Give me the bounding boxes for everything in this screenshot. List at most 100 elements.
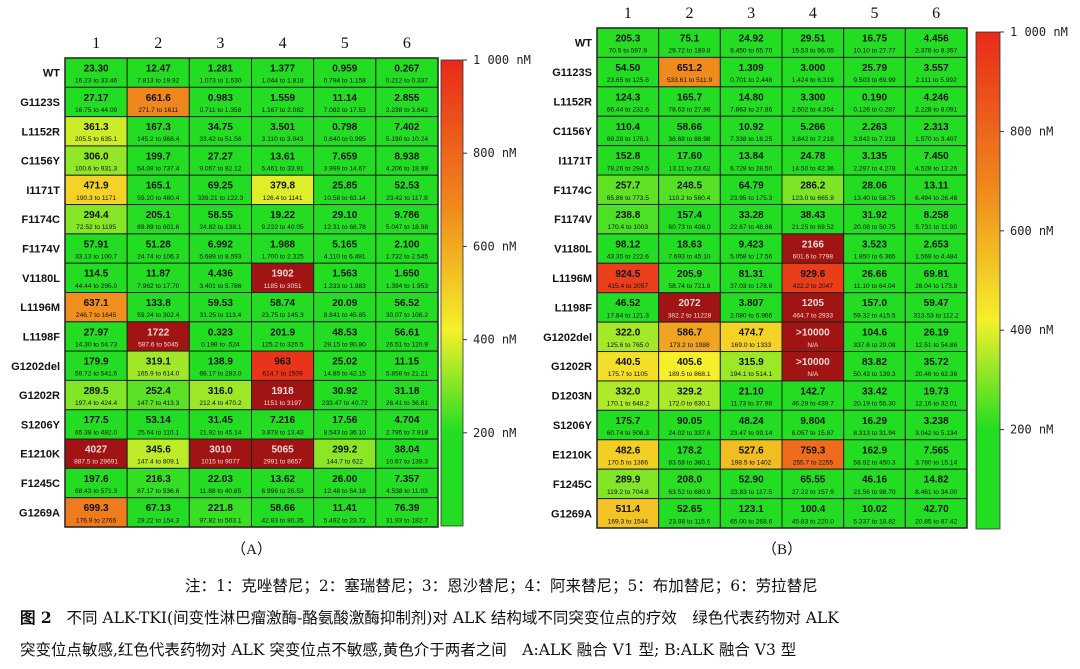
cell-range-label: 7.813 to 19.92	[137, 78, 179, 85]
heatmap-cell	[658, 380, 721, 411]
cell-range-label: 58.92 to 450.3	[853, 459, 895, 466]
row-label: I1171T	[26, 185, 60, 197]
cell-value-label: 28.06	[862, 181, 887, 192]
row-label: L1198F	[23, 331, 61, 343]
cell-value-label: 379.8	[270, 181, 295, 192]
row-label: G1269A	[551, 508, 592, 520]
cell-range-label: 6.057 to 15.87	[792, 430, 834, 437]
cell-value-label: 13.61	[270, 151, 295, 162]
cell-range-label: 60.73 to 408.0	[668, 224, 710, 231]
heatmap-cell	[126, 233, 190, 264]
cell-value-label: 152.8	[615, 151, 640, 162]
cell-range-label: 170.4 to 1003	[608, 224, 649, 231]
cell-range-label: 26.41 to 36.81	[386, 400, 428, 407]
cell-value-label: 306.0	[84, 151, 109, 162]
cell-value-label: 25.79	[862, 63, 887, 74]
cell-value-label: 65.55	[800, 475, 825, 486]
cell-value-label: 345.6	[146, 445, 171, 456]
cell-range-label: 58.74 to 721.6	[668, 283, 710, 290]
heatmap-cell	[904, 262, 968, 294]
cell-range-label: 2.795 to 7.918	[386, 429, 428, 436]
cell-range-label: 255.7 to 2255	[793, 459, 834, 466]
cell-value-label: 2.653	[924, 239, 949, 250]
cell-value-label: 3.501	[270, 122, 295, 133]
cell-range-label: 175.7 to 1105	[608, 371, 648, 378]
cell-value-label: 3.523	[862, 239, 887, 250]
figure-label: 图 2	[20, 608, 52, 627]
cell-range-label: 21.56 to 98.70	[853, 489, 895, 496]
cell-value-label: 205.3	[615, 34, 640, 45]
cell-value-label: 98.12	[615, 239, 640, 250]
cell-range-label: 119.2 to 704.8	[607, 489, 649, 496]
heatmap-cell	[781, 409, 845, 441]
heatmap-cell	[843, 115, 906, 147]
heatmap-cell	[313, 497, 377, 528]
cell-value-label: 133.8	[146, 298, 171, 309]
cell-range-label: 205.5 to 635.1	[75, 136, 117, 143]
cell-range-label: 20.08 to 50.75	[853, 224, 895, 231]
cell-range-label: 12.31 to 68.78	[324, 224, 366, 231]
cell-value-label: 157.0	[862, 298, 887, 309]
cell-range-label: 10.67 to 139.3	[386, 459, 428, 466]
cell-value-label: 157.4	[677, 210, 702, 221]
cell-value-label: 34.75	[208, 122, 233, 133]
cell-range-label: 1.167 to 2.082	[261, 107, 303, 114]
row-label: L1198F	[555, 302, 593, 314]
cell-range-label: 7.338 to 16.25	[730, 136, 772, 143]
cell-value-label: 14.82	[924, 475, 949, 486]
cell-range-label: 2.228 to 8.091	[915, 107, 957, 114]
heatmap-cell	[658, 292, 721, 323]
cell-value-label: 1.563	[332, 269, 357, 280]
cell-range-label: 601.6 to 7798	[793, 254, 834, 261]
cell-value-label: 248.5	[677, 181, 702, 192]
cell-value-label: 205.9	[677, 269, 702, 280]
heatmap-cell	[313, 204, 377, 235]
cell-range-label: 20.19 to 55.30	[853, 401, 895, 408]
cell-range-label: 10.10 to 27.77	[853, 48, 895, 55]
cell-range-label: 415.4 to 2057	[608, 283, 649, 290]
cell-value-label: 59.53	[208, 298, 233, 309]
cell-range-label: 3.042 to 5.134	[915, 430, 957, 437]
cell-value-label: 3.000	[800, 63, 825, 74]
row-label: S1206Y	[21, 419, 61, 431]
cell-value-label: 9.786	[394, 210, 419, 221]
cell-range-label: 29.15 to 80.80	[324, 341, 366, 348]
cell-value-label: 201.9	[270, 327, 295, 338]
cell-range-label: 125.6 to 765.0	[607, 342, 649, 349]
heatmap-cell	[251, 467, 315, 499]
cell-range-label: 66.44 to 232.6	[607, 107, 649, 114]
heatmap-cell	[781, 321, 845, 353]
cell-range-label: 3.780 to 15.14	[915, 459, 957, 466]
heatmap-cell	[658, 409, 721, 441]
cell-range-label: 87.17 to 536.6	[137, 488, 179, 495]
heatmap-cell	[843, 351, 906, 382]
heatmap-cell	[188, 174, 252, 206]
cell-value-label: 1902	[271, 269, 294, 280]
cell-value-label: 3.807	[739, 298, 764, 309]
cell-range-label: 147.7 to 413.3	[137, 400, 179, 407]
cell-value-label: 10.92	[739, 122, 764, 133]
heatmap-cell	[375, 204, 439, 235]
cell-range-label: 59.20 to 460.4	[137, 195, 179, 202]
cell-value-label: 58.74	[270, 298, 295, 309]
cell-range-label: 23.98 to 115.6	[669, 518, 711, 525]
heatmap-cell	[781, 468, 845, 500]
cell-range-label: 198.5 to 1402	[731, 459, 772, 466]
heatmap-cell	[719, 203, 783, 235]
heatmap-cell	[126, 379, 190, 411]
cell-range-label: 12.48 to 54.18	[324, 488, 366, 495]
cell-value-label: 19.22	[270, 210, 295, 221]
row-label: G1123S	[20, 97, 60, 109]
cell-range-label: 31.93 to 182.7	[386, 517, 428, 524]
colorbar-tick-label: 600 nM	[473, 239, 516, 253]
cell-value-label: 12.47	[146, 63, 171, 74]
cell-range-label: 1.424 to 6.319	[792, 77, 834, 84]
cell-range-label: 126.4 to 1141	[263, 195, 303, 202]
cell-range-label: 4.528 to 12.26	[915, 165, 957, 172]
heatmap-cell	[658, 468, 721, 500]
cell-range-label: 65.38 to 482.0	[75, 429, 117, 436]
cell-value-label: 511.4	[616, 504, 641, 515]
heatmap-cell	[375, 233, 439, 264]
heatmap-cell	[251, 204, 315, 235]
cell-range-label: 23.65 to 125.6	[607, 77, 649, 84]
